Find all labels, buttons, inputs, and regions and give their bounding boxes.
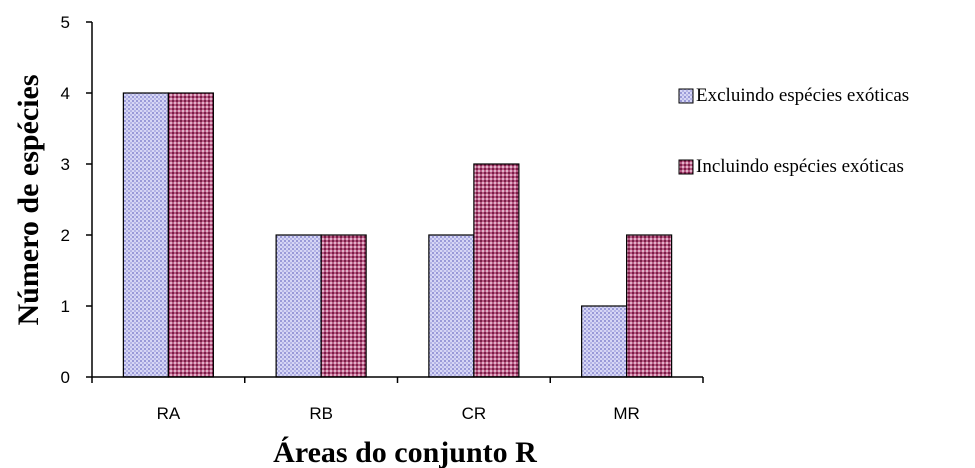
bars-group	[122, 92, 673, 378]
bar-cr-series-1	[428, 234, 475, 378]
x-tick-label: RB	[309, 404, 333, 423]
y-tick-label: 1	[61, 297, 70, 316]
bar-mr-series-1	[581, 305, 628, 378]
legend-swatch	[678, 88, 694, 104]
y-tick-label: 3	[61, 155, 70, 174]
x-axis: RA RB CR MR	[91, 376, 704, 423]
y-ticks: 0 1 2 3 4 5	[61, 13, 92, 387]
bar-mr-series-2	[626, 234, 673, 378]
y-tick-label: 5	[61, 13, 70, 32]
bar-cr-series-2	[473, 163, 520, 378]
legend: Excluindo espécies exóticas Incluindo esp…	[678, 85, 909, 177]
x-axis-title: Áreas do conjunto R	[273, 436, 537, 468]
bar-ra-series-1	[122, 92, 169, 378]
y-tick-label: 0	[61, 368, 70, 387]
x-ticks: RA RB CR MR	[91, 377, 704, 423]
y-tick-label: 2	[61, 226, 70, 245]
x-tick-label: CR	[462, 404, 487, 423]
y-axis: 0 1 2 3 4 5	[61, 13, 93, 387]
x-tick-label: RA	[157, 404, 181, 423]
legend-label: Incluindo espécies exóticas	[696, 156, 904, 177]
y-axis-title: Número de espécies	[12, 74, 45, 325]
bar-rb-series-2	[320, 234, 367, 378]
bar-ra-series-2	[167, 92, 214, 378]
x-tick-label: MR	[613, 404, 639, 423]
legend-label: Excluindo espécies exóticas	[696, 85, 909, 106]
legend-swatch	[678, 159, 694, 175]
y-tick-label: 4	[61, 84, 70, 103]
bar-rb-series-1	[275, 234, 322, 378]
